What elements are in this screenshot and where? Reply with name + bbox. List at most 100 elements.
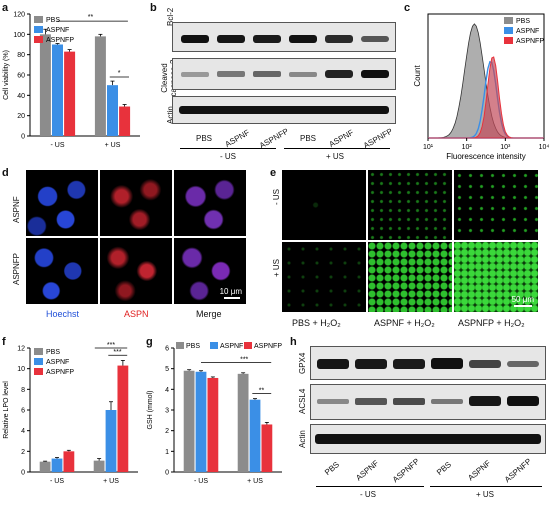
chart-g: 0 1 2 3 4 5 6 GSH (mmol) - US + US PBS ASPNF ASPNFP *… <box>147 342 282 485</box>
x-group-label: - US <box>51 142 65 149</box>
legend-label: PBS <box>46 17 60 24</box>
lane-label: ASPNFP <box>502 456 534 485</box>
x-axis-label: Fluorescence intensity <box>446 152 526 161</box>
significance-label: ** <box>259 387 265 394</box>
y-tick-label: 5 <box>165 366 169 373</box>
panel-h-letter: h <box>290 336 297 348</box>
series-aspnfp-area <box>428 56 544 139</box>
lane-label: ASPNF <box>466 458 493 483</box>
y-tick-label: 2 <box>21 449 25 456</box>
scale-bar <box>514 305 532 307</box>
chart-c: 10¹ 10² 10³ 10⁴ Fluorescence intensity Count P… <box>413 13 549 161</box>
bar <box>105 410 117 472</box>
x-group-label: + US <box>103 478 119 485</box>
lane-label: ASPNFP <box>390 456 422 485</box>
image-aspnf-minus-us <box>368 170 452 240</box>
y-tick-label: 0 <box>21 134 25 141</box>
panel-a-letter: a <box>2 2 9 14</box>
image-hoechst-aspnf <box>26 170 98 236</box>
bar <box>64 51 76 136</box>
y-tick-label: 10 <box>17 366 25 373</box>
blot-h-acsl4 <box>310 384 546 420</box>
group-line <box>430 486 542 487</box>
x-group-label: - US <box>194 478 208 485</box>
bar <box>107 85 118 136</box>
bar <box>249 399 261 472</box>
y-tick-label: 40 <box>17 93 25 100</box>
blot-h-row-label: GPX4 <box>298 352 307 374</box>
group-label: + US <box>476 490 495 499</box>
x-tick-label: 10¹ <box>423 144 434 151</box>
legend-swatch <box>34 368 43 375</box>
y-tick-label: 100 <box>13 32 25 39</box>
blot-bands <box>179 106 389 114</box>
group-line <box>284 148 390 149</box>
y-tick-label: 4 <box>21 428 25 435</box>
group-line <box>180 148 276 149</box>
blot-bands <box>181 35 389 43</box>
row-label: ASPNF <box>12 196 21 223</box>
row-label: + US <box>272 258 281 277</box>
col-label: ASPN <box>124 309 149 319</box>
lane-label: ASPNFP <box>257 126 291 151</box>
blot-b-caspase <box>172 58 396 90</box>
row-label: ASPNFP <box>12 252 21 285</box>
image-pbs-plus-us <box>282 242 366 312</box>
legend-swatch <box>34 348 43 355</box>
legend-label: PBS <box>516 18 530 25</box>
y-tick-label: 60 <box>17 73 25 80</box>
panel-g-letter: g <box>146 336 153 348</box>
legend-label: ASPNF <box>46 359 69 366</box>
significance-label: * <box>118 70 121 77</box>
legend-swatch <box>504 17 513 24</box>
legend-swatch <box>34 26 43 33</box>
significance-label: *** <box>240 356 248 363</box>
lane-label: ASPNF <box>223 127 252 150</box>
image-aspnfp-plus-us: 50 μm <box>454 242 538 312</box>
x-tick-label: 10² <box>462 144 473 151</box>
image-hoechst-aspnfp <box>26 238 98 304</box>
y-tick-label: 8 <box>21 387 25 394</box>
y-tick-label: 0 <box>165 470 169 477</box>
col-label: PBS + H₂O₂ <box>292 318 341 328</box>
bar <box>183 370 195 472</box>
bar <box>207 377 219 472</box>
x-tick-label: 10³ <box>500 144 511 151</box>
x-group-label: - US <box>50 478 64 485</box>
scale-bar <box>224 297 240 299</box>
bar <box>119 106 131 136</box>
legend-swatch <box>210 342 218 349</box>
blot-bands <box>315 434 541 444</box>
legend-swatch <box>34 36 43 43</box>
panel-d-letter: d <box>2 167 9 179</box>
panel-d: ASPNF ASPNFP 10 μm Hoechst ASPN Merge <box>0 165 270 335</box>
blot-b: Bcl-2 Cleaved caspase-3 Actin PBS ASPNF … <box>150 0 400 165</box>
y-tick-label: 6 <box>21 408 25 415</box>
x-group-label: + US <box>247 478 263 485</box>
image-merge-aspnf <box>174 170 246 236</box>
lane-label: ASPNF <box>327 127 356 150</box>
row-label: - US <box>272 189 281 205</box>
legend-label: ASPNF <box>220 343 243 350</box>
col-label: Merge <box>196 309 222 319</box>
y-tick-label: 3 <box>165 408 169 415</box>
panel-e-letter: e <box>270 167 277 179</box>
y-tick-label: 1 <box>165 449 169 456</box>
image-aspnfp-minus-us <box>454 170 538 240</box>
col-label: Hoechst <box>46 309 80 319</box>
y-axis-label: Relative LPO level <box>3 381 10 439</box>
blot-b-actin <box>172 96 396 124</box>
bar <box>93 460 105 472</box>
blot-h-gpx4 <box>310 346 546 380</box>
y-tick-label: 120 <box>13 12 25 19</box>
y-tick-label: 4 <box>165 387 169 394</box>
chart-a: 0 20 40 60 80 100 120 Cell viability (%) - US + U… <box>3 12 140 149</box>
lane-label: PBS <box>196 134 213 143</box>
legend-label: ASPNF <box>46 27 69 34</box>
y-axis-label: Cell viability (%) <box>3 50 10 100</box>
y-axis-label: Count <box>413 65 422 87</box>
lane-label: ASPNFP <box>361 126 395 151</box>
blot-bands <box>317 358 539 369</box>
bar <box>63 451 75 472</box>
blot-h-row-label: ACSL4 <box>298 388 307 414</box>
